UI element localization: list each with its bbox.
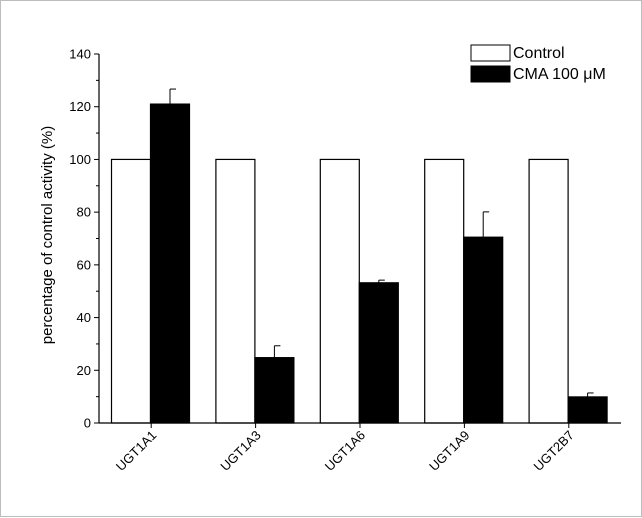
bar-cma-ugt1a1: [149, 103, 191, 424]
y-axis-label: percentage of control activity (%): [39, 126, 56, 344]
bars-layer: [110, 88, 608, 424]
legend-label-control: Control: [513, 45, 565, 62]
legend-label-cma: CMA 100 μM: [513, 66, 606, 83]
y-tick-label: 80: [77, 205, 91, 220]
legend-swatch-control: [470, 44, 511, 62]
y-tick-label: 120: [69, 99, 91, 114]
x-tick-label-ugt2b7: UGT2B7: [531, 428, 577, 474]
legend: Control CMA 100 μM: [470, 44, 606, 83]
bar-cma-ugt1a9: [463, 236, 504, 424]
bar-cma-ugt1a3: [254, 357, 295, 424]
y-tick-label: 100: [69, 152, 91, 167]
y-tick-label: 60: [77, 257, 91, 272]
y-tick-label: 20: [77, 363, 91, 378]
x-tick-label-ugt1a3: UGT1A3: [217, 428, 263, 474]
y-tick-label: 40: [77, 310, 91, 325]
x-tick-label-ugt1a1: UGT1A1: [113, 428, 159, 474]
bar-cma-ugt2b7: [567, 396, 608, 424]
bar-cma-ugt1a6: [358, 282, 399, 424]
y-tick-label: 140: [69, 47, 91, 62]
y-tick-label: 0: [84, 416, 91, 431]
legend-swatch-cma: [470, 65, 511, 83]
x-tick-label-ugt1a9: UGT1A9: [426, 428, 472, 474]
bar-control-ugt1a1: [110, 158, 152, 424]
bar-control-ugt1a3: [215, 158, 256, 424]
x-tick-label-ugt1a6: UGT1A6: [322, 428, 368, 474]
bar-control-ugt1a6: [319, 158, 360, 424]
bar-control-ugt1a9: [424, 158, 465, 424]
bar-control-ugt2b7: [528, 158, 569, 424]
